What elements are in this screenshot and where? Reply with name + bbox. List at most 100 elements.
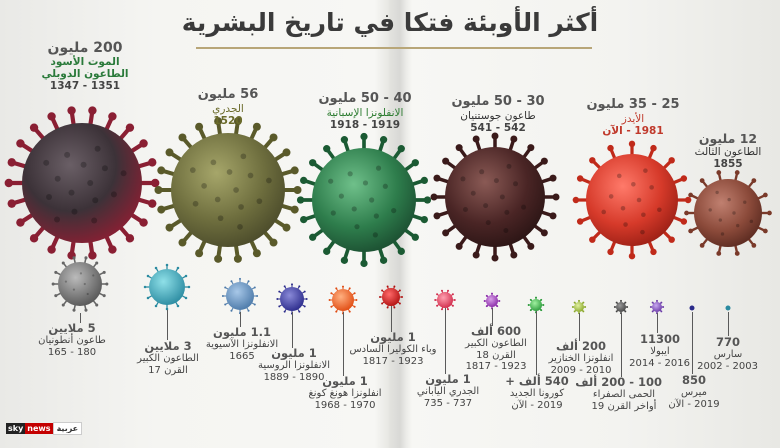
virus-spike-tip	[496, 294, 499, 297]
virus-texture-dot	[375, 165, 382, 171]
virus-spike-tip	[269, 133, 278, 142]
pointer-line	[621, 313, 622, 377]
pandemic-black-death-label: 200 مليون الموت الأسود الطاعون الدوبلي 1…	[10, 40, 160, 92]
asian-flu-virus-icon	[221, 277, 259, 315]
virus-spike-tip	[247, 280, 250, 283]
pandemic-name: الانفلونزا الروسية	[258, 360, 330, 372]
virus-spike-tip	[252, 122, 261, 131]
pandemic-spanish-flu-label: 40 - 50 مليون الانفلونزا الإسبانية 1919 …	[300, 91, 430, 131]
virus-texture-dot	[94, 145, 101, 152]
virus-spike-tip	[491, 132, 499, 140]
great-plague-17-virus-icon	[143, 263, 191, 311]
virus-body	[58, 262, 102, 306]
third-plague-virus-icon	[684, 170, 772, 256]
virus-spike-tip	[178, 133, 187, 142]
virus-body	[689, 305, 695, 311]
virus-spike-tip	[447, 308, 450, 311]
virus-spike-tip	[221, 295, 224, 297]
pandemic-great-plague-18-label: 600 ألف الطاعون الكبير القرن 18 1923 - 1…	[458, 324, 534, 373]
virus-spike-tip	[342, 285, 344, 288]
virus-spike-tip	[157, 205, 166, 214]
deaths-value: 1 مليون	[425, 372, 471, 386]
virus-texture-dot	[608, 194, 614, 199]
virus-spike-tip	[165, 223, 174, 232]
pandemic-antonine-label: 5 ملايين طاعون أنطونيان 180 - 165	[22, 321, 122, 358]
pandemic-years: 1981 - الآن	[602, 125, 664, 137]
pandemic-years: 1919 - 1918	[329, 119, 401, 131]
virus-spike-tip	[253, 303, 256, 306]
virus-body	[437, 292, 453, 308]
virus-spike-tip	[278, 290, 281, 293]
virus-spike-tip	[146, 274, 150, 278]
virus-spike-tip	[187, 285, 191, 289]
virus-spike-tip	[88, 106, 97, 115]
pandemic-name: سارس	[713, 349, 743, 361]
pointer-line	[167, 310, 168, 340]
virus-spike-tip	[607, 144, 614, 152]
virus-spike-tip	[253, 286, 256, 289]
virus-texture-dot	[493, 178, 499, 184]
virus-spike-tip	[552, 193, 560, 201]
pointer-line	[240, 312, 241, 327]
deaths-value: 600 ألف	[471, 324, 521, 338]
virus-spike-tip	[303, 290, 306, 293]
pandemic-hong-kong-flu-label: 1 مليون انفلونزا هونغ كونغ 1970 - 1968	[300, 374, 390, 411]
virus-spike-tip	[540, 309, 543, 312]
deaths-value: 1 مليون	[370, 330, 416, 344]
virus-spike-tip	[148, 158, 157, 167]
virus-spike-tip	[88, 251, 97, 260]
mers-virus-icon	[689, 305, 695, 311]
virus-texture-dot	[616, 173, 622, 179]
virus-spike-tip	[451, 304, 454, 307]
logo-news: news	[25, 422, 53, 434]
virus-spike-tip	[453, 299, 456, 301]
virus-spike-tip	[626, 306, 629, 308]
virus-spike-tip	[379, 296, 382, 298]
virus-spike-tip	[734, 251, 740, 256]
pandemic-years: 2019 - الآن	[511, 399, 563, 411]
virus-spike-tip	[139, 218, 148, 227]
pandemic-name: الانفلونزا الإسبانية	[326, 106, 404, 119]
pandemic-name: الطاعون الكبير	[465, 338, 527, 350]
virus-texture-dot	[506, 163, 512, 169]
pandemic-years: القرن 17	[148, 364, 188, 376]
virus-spike-tip	[360, 259, 368, 268]
virus-spike-tip	[233, 117, 242, 126]
virus-body	[332, 289, 354, 311]
virus-texture-dot	[210, 159, 217, 166]
pandemic-yellow-fever-label: 100 - 200 ألف الحمى الصفراء أواخر القرن …	[575, 375, 662, 412]
virus-spike-tip	[381, 289, 384, 292]
virus-spike-tip	[125, 234, 135, 243]
pandemic-years: 1970 - 1968	[314, 399, 376, 411]
virus-body	[530, 299, 542, 311]
ebola-virus-icon	[649, 299, 665, 315]
deaths-value: 200 مليون	[47, 40, 123, 56]
virus-spike-tip	[72, 308, 76, 312]
virus-texture-dot	[72, 288, 76, 291]
pandemic-years: 1520	[213, 115, 243, 127]
deaths-value: 40 - 50 مليون	[318, 91, 412, 106]
virus-spike-tip	[527, 242, 535, 250]
virus-spike-tip	[282, 148, 291, 157]
virus-texture-dot	[86, 292, 89, 296]
virus-body	[725, 305, 731, 311]
pandemic-third-plague-label: 12 مليون الطاعون الثالث 1855	[680, 131, 776, 171]
logo-arabic: عربية	[52, 421, 83, 435]
virus-texture-dot	[54, 175, 61, 182]
virus-spike-tip	[483, 300, 486, 302]
deaths-value: 30 - 50 مليون	[451, 94, 545, 109]
virus-spike-tip	[309, 159, 317, 167]
pandemic-name: ايبولا	[650, 346, 670, 358]
pandemic-name: كورونا الجديد	[509, 388, 565, 400]
virus-spike-tip	[433, 212, 441, 220]
pandemic-name: الأيدز	[621, 112, 645, 125]
justinian-plague-virus-icon	[430, 132, 560, 262]
virus-spike-tip	[649, 306, 652, 308]
virus-texture-dot	[233, 187, 239, 193]
pandemic-name: انفلونزا هونغ كونغ	[308, 388, 382, 400]
virus-spike-tip	[61, 261, 65, 265]
virus-body	[382, 288, 400, 306]
virus-spike-tip	[184, 274, 188, 278]
virus-spike-tip	[29, 123, 39, 132]
